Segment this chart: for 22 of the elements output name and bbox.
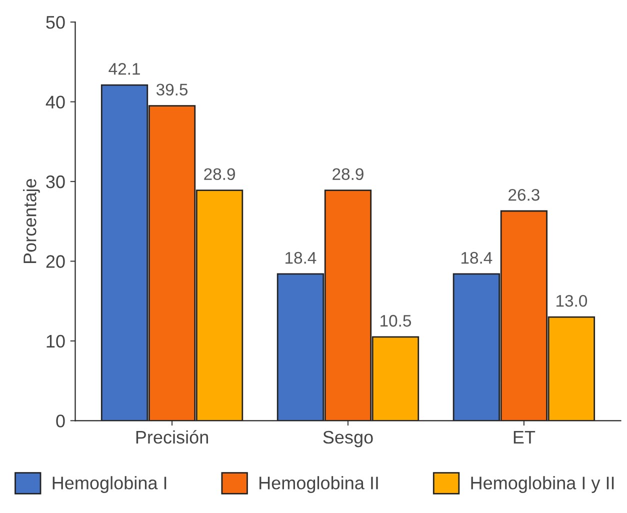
x-tick-label: Precisión (136, 430, 208, 444)
text: 18.4 (461, 252, 492, 264)
text: 28.9 (204, 168, 235, 180)
text: 13.0 (556, 294, 588, 307)
y-tick-label: 20 (46, 255, 65, 268)
text: 18.4 (286, 252, 316, 264)
legend-label: Hemoglobina II (260, 476, 378, 493)
y-tick-label: 50 (46, 16, 65, 29)
text: 26.3 (508, 188, 540, 201)
text: 39.5 (156, 84, 188, 96)
y-axis-title: Porcentaje (23, 179, 40, 264)
y-tick-label: 40 (46, 96, 65, 108)
text: 28.9 (332, 168, 364, 180)
y-tick-label: 0 (56, 414, 65, 428)
legend-label: Hemoglobina I y II (471, 476, 614, 493)
y-tick-label: 10 (46, 334, 65, 348)
text: 42.1 (108, 62, 140, 75)
legend-label: Hemoglobina I (52, 476, 166, 493)
text: 10.5 (380, 314, 412, 327)
x-tick-label: ET (514, 431, 536, 444)
x-tick-label: Sesgo (323, 430, 373, 448)
y-tick-label: 30 (46, 175, 65, 188)
